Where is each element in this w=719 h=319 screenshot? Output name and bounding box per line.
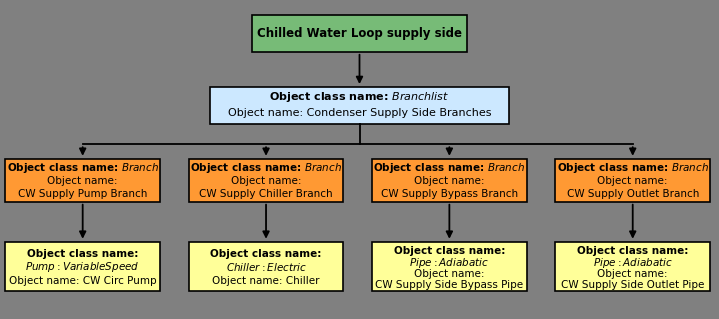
Text: Object name:: Object name: (597, 269, 668, 279)
FancyBboxPatch shape (188, 242, 344, 291)
FancyBboxPatch shape (372, 159, 526, 202)
Text: Object name: Condenser Supply Side Branches: Object name: Condenser Supply Side Branc… (228, 108, 491, 118)
Text: $\bf{\it{Pipe:Adiabatic}}$: $\bf{\it{Pipe:Adiabatic}}$ (409, 256, 490, 270)
Text: CW Supply Pump Branch: CW Supply Pump Branch (18, 189, 147, 199)
Text: Object class name:: Object class name: (211, 249, 321, 259)
Text: CW Supply Bypass Branch: CW Supply Bypass Branch (381, 189, 518, 199)
Text: Object name:: Object name: (597, 176, 668, 186)
Text: CW Supply Outlet Branch: CW Supply Outlet Branch (567, 189, 699, 199)
Text: Object class name: $\bf{\it{Branchlist}}$: Object class name: $\bf{\it{Branchlist}}… (270, 90, 449, 104)
Text: Object class name:: Object class name: (27, 249, 138, 259)
Text: $\bf{\it{Chiller:Electric}}$: $\bf{\it{Chiller:Electric}}$ (226, 261, 306, 273)
Text: Object class name: $\bf{\it{Branch}}$: Object class name: $\bf{\it{Branch}}$ (373, 161, 526, 175)
Text: CW Supply Chiller Branch: CW Supply Chiller Branch (199, 189, 333, 199)
Text: Object name:: Object name: (47, 176, 118, 186)
FancyBboxPatch shape (6, 242, 160, 291)
Text: $\bf{\it{Pump:VariableSpeed}}$: $\bf{\it{Pump:VariableSpeed}}$ (25, 260, 140, 274)
FancyBboxPatch shape (555, 242, 710, 291)
Text: Object class name: $\bf{\it{Branch}}$: Object class name: $\bf{\it{Branch}}$ (190, 161, 342, 175)
FancyBboxPatch shape (210, 87, 508, 123)
FancyBboxPatch shape (555, 159, 710, 202)
Text: Object name: Chiller: Object name: Chiller (212, 276, 320, 286)
Text: Object name:: Object name: (414, 269, 485, 279)
Text: Object name:: Object name: (414, 176, 485, 186)
Text: Object class name: $\bf{\it{Branch}}$: Object class name: $\bf{\it{Branch}}$ (557, 161, 709, 175)
Text: Chilled Water Loop supply side: Chilled Water Loop supply side (257, 27, 462, 40)
Text: Object class name:: Object class name: (577, 246, 688, 256)
Text: CW Supply Side Outlet Pipe: CW Supply Side Outlet Pipe (561, 280, 705, 290)
Text: $\bf{\it{Pipe:Adiabatic}}$: $\bf{\it{Pipe:Adiabatic}}$ (592, 256, 673, 270)
FancyBboxPatch shape (188, 159, 344, 202)
FancyBboxPatch shape (372, 242, 526, 291)
Text: CW Supply Side Bypass Pipe: CW Supply Side Bypass Pipe (375, 280, 523, 290)
Text: Object class name:: Object class name: (394, 246, 505, 256)
Text: Object class name: $\bf{\it{Branch}}$: Object class name: $\bf{\it{Branch}}$ (6, 161, 159, 175)
FancyBboxPatch shape (252, 15, 467, 52)
Text: Object name:: Object name: (231, 176, 301, 186)
FancyBboxPatch shape (6, 159, 160, 202)
Text: Object name: CW Circ Pump: Object name: CW Circ Pump (9, 276, 157, 286)
